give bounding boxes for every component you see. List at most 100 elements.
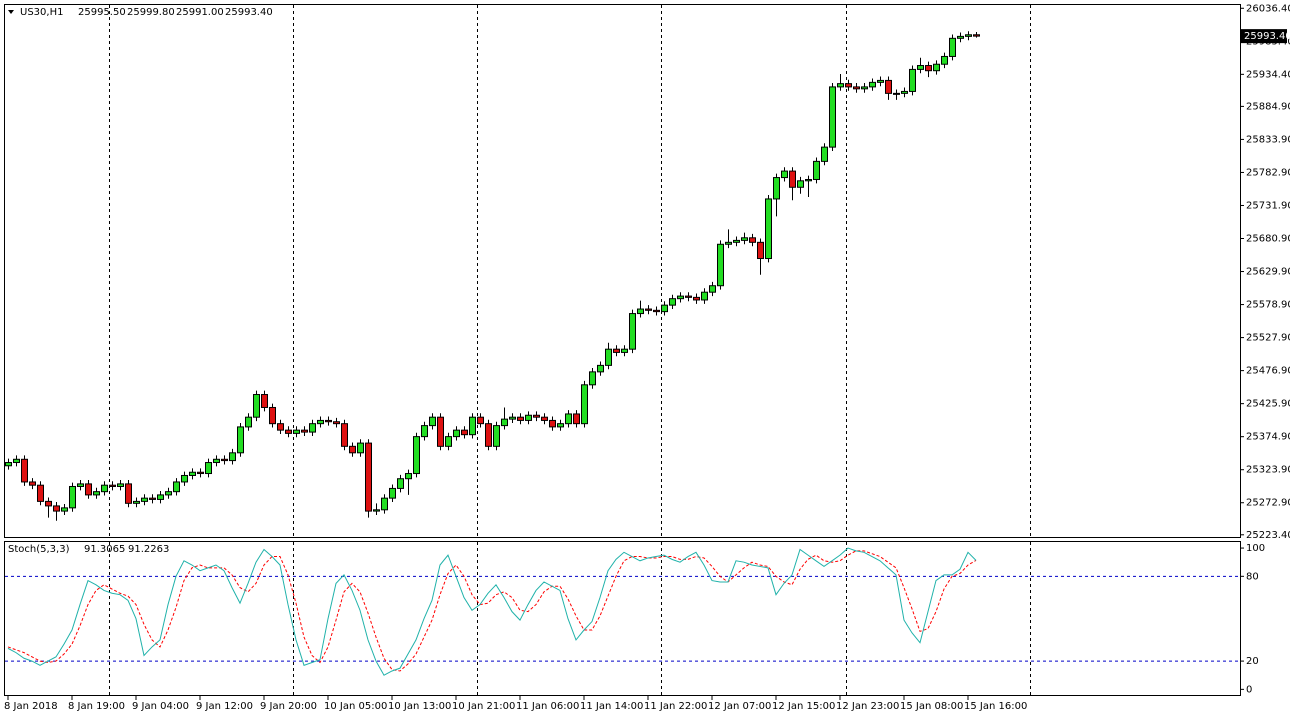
candle-body	[693, 296, 700, 301]
candle-body	[245, 416, 252, 428]
y-tick-label: 0	[1246, 684, 1252, 695]
menu-arrow[interactable]	[8, 10, 14, 14]
y-tick-label: 80	[1246, 571, 1259, 582]
candle-body	[733, 239, 740, 243]
candle-body	[421, 425, 428, 438]
x-tick-label: 15 Jan 08:00	[900, 701, 963, 712]
candle-body	[197, 471, 204, 475]
candle-body	[77, 483, 84, 487]
candle-body	[109, 484, 116, 487]
candle-body	[413, 436, 420, 475]
candle-body	[373, 509, 380, 512]
candle-body	[141, 497, 148, 502]
indicator-signal-value: 91.2263	[128, 544, 169, 555]
candle-body	[685, 295, 692, 298]
header-close: 25993.40	[225, 7, 273, 18]
candle-body	[269, 406, 276, 425]
x-tick-label: 10 Jan 21:00	[452, 701, 515, 712]
x-tick-label: 8 Jan 2018	[4, 701, 58, 712]
candle-body	[405, 473, 412, 480]
candle-body	[301, 429, 308, 433]
candle-body	[293, 429, 300, 434]
header-open: 25995.50	[78, 7, 126, 18]
candle-body	[93, 491, 100, 496]
candle-body	[173, 481, 180, 493]
x-tick-label: 15 Jan 16:00	[964, 701, 1027, 712]
candle-body	[813, 160, 820, 181]
price-panel	[4, 4, 1241, 538]
candle-body	[517, 416, 524, 421]
candle-body	[37, 484, 44, 502]
candle-body	[597, 364, 604, 373]
candle-body	[949, 37, 956, 57]
y-tick-label: 25833.90	[1246, 134, 1290, 145]
candle-body	[901, 90, 908, 94]
candle-body	[533, 414, 540, 418]
stochastic-line	[7, 550, 977, 672]
y-tick-label: 25884.90	[1246, 101, 1290, 112]
indicator-title: Stoch(5,3,3)	[8, 544, 70, 555]
candle-body	[621, 348, 628, 353]
candle-body	[101, 484, 108, 493]
candle-body	[69, 485, 76, 509]
candle-body	[365, 442, 372, 512]
y-tick-label: 25476.90	[1246, 366, 1290, 377]
candle-body	[13, 458, 20, 464]
candle-body	[261, 394, 268, 408]
candle-body	[45, 500, 52, 507]
y-tick-label: 25272.90	[1246, 498, 1290, 509]
candle-body	[445, 436, 452, 447]
candle-body	[605, 348, 612, 366]
x-tick-label: 11 Jan 14:00	[580, 701, 643, 712]
x-tick-label: 10 Jan 05:00	[324, 701, 387, 712]
stochastic-line	[7, 547, 977, 676]
candle-body	[309, 423, 316, 433]
candle-body	[469, 416, 476, 436]
candle-body	[565, 413, 572, 425]
candle-body	[765, 198, 772, 260]
candle-body	[189, 471, 196, 476]
candle-body	[589, 371, 596, 386]
header-low: 25991.00	[176, 7, 224, 18]
y-tick-label: 25782.90	[1246, 167, 1290, 178]
candle-body	[381, 497, 388, 511]
candle-body	[797, 180, 804, 188]
y-tick-label: 25934.40	[1246, 69, 1290, 80]
candle-body	[781, 170, 788, 179]
candle-body	[821, 146, 828, 162]
candle-body	[53, 505, 60, 512]
candle-body	[701, 291, 708, 301]
y-tick-label: 25223.40	[1246, 530, 1290, 541]
candle-body	[965, 34, 972, 37]
indicator-panel	[4, 541, 1241, 696]
x-tick-label: 11 Jan 22:00	[644, 701, 707, 712]
candle-body	[389, 487, 396, 499]
candle-body	[317, 419, 324, 425]
y-tick-label: 25731.90	[1246, 200, 1290, 211]
x-tick-label: 9 Jan 12:00	[196, 701, 253, 712]
candle-body	[133, 500, 140, 504]
candle-body	[149, 497, 156, 500]
candle-body	[85, 483, 92, 496]
x-tick-label: 12 Jan 23:00	[836, 701, 899, 712]
candle-body	[165, 491, 172, 496]
candle-body	[485, 423, 492, 447]
candle-body	[677, 295, 684, 300]
candle-body	[869, 81, 876, 88]
candle-body	[541, 416, 548, 421]
candle-body	[341, 423, 348, 447]
y-tick-label: 26036.40	[1246, 3, 1290, 14]
candle-body	[461, 429, 468, 436]
candle-body	[669, 298, 676, 306]
candle-body	[829, 86, 836, 148]
x-tick-label: 9 Jan 20:00	[260, 701, 317, 712]
candle-body	[349, 445, 356, 454]
candle-body	[557, 423, 564, 428]
candle-body	[773, 177, 780, 200]
candle-body	[653, 309, 660, 313]
indicator-main-value: 91.3065	[84, 544, 125, 555]
candle-body	[549, 419, 556, 428]
candle-body	[933, 63, 940, 72]
candle-body	[885, 79, 892, 94]
